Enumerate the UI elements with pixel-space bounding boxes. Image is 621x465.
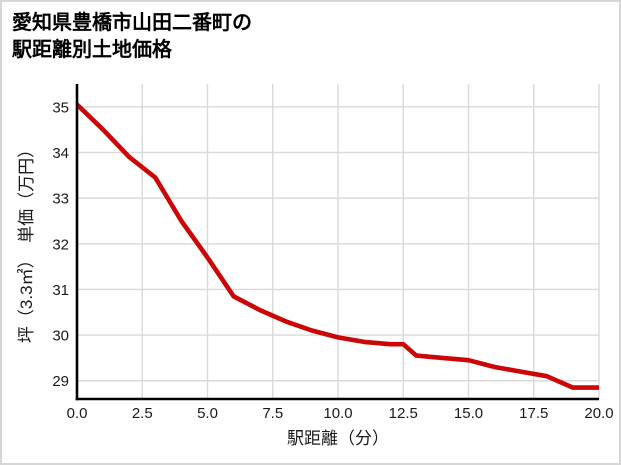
chart-title-line2: 駅距離別土地価格	[12, 39, 172, 61]
y-tick-label: 32	[52, 236, 69, 253]
y-tick-label: 31	[52, 282, 69, 299]
y-tick-label: 35	[52, 99, 69, 116]
x-tick-label: 7.5	[262, 405, 283, 422]
x-tick-label: 12.5	[389, 405, 418, 422]
chart-title-line1: 愛知県豊橋市山田二番町の	[12, 12, 252, 34]
chart-title: 愛知県豊橋市山田二番町の 駅距離別土地価格	[12, 10, 252, 64]
axes	[75, 84, 599, 401]
y-tick-label: 29	[52, 373, 69, 390]
price-line	[75, 102, 599, 390]
y-tick-label: 30	[52, 328, 69, 345]
x-tick-label: 10.0	[323, 405, 352, 422]
y-tick-label: 34	[52, 145, 69, 162]
x-tick-label: 17.5	[519, 405, 548, 422]
y-axis-label: 坪（3.3㎡） 単価（万円）	[17, 141, 36, 343]
x-tick-label: 20.0	[584, 405, 613, 422]
x-tick-label: 5.0	[197, 405, 218, 422]
grid-layer	[76, 84, 600, 399]
x-tick-label: 15.0	[454, 405, 483, 422]
tick-labels: 29 30 31 32 33 34 35 0.0 2.5 5.0 7.5 10.0 12.5 15.0 17…	[52, 99, 613, 422]
y-tick-label: 33	[52, 191, 69, 208]
x-tick-label: 2.5	[132, 405, 153, 422]
x-tick-label: 0.0	[67, 405, 88, 422]
x-axis-label: 駅距離（分）	[287, 429, 389, 448]
price-line-series	[75, 102, 599, 390]
